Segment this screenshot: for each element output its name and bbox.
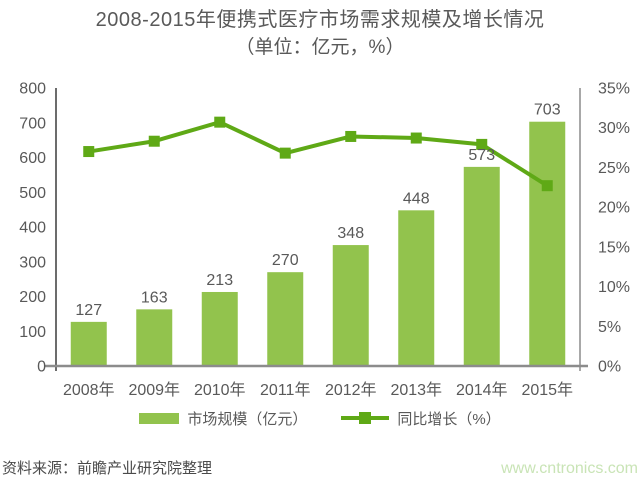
y-tick-label-left: 700 xyxy=(19,115,46,132)
bar-value-label: 573 xyxy=(468,147,495,164)
x-tick-label: 2012年 xyxy=(325,381,377,399)
y-tick-label-left: 100 xyxy=(19,324,46,341)
bar-2013年 xyxy=(398,210,435,366)
legend-label-market-size: 市场规模（亿元） xyxy=(187,410,308,428)
y-tick-label-right: 5% xyxy=(598,319,621,336)
chart-footer: 资料来源：前瞻产业研究院整理 www.cntronics.com xyxy=(0,457,640,478)
bar-2011年 xyxy=(267,272,304,366)
y-tick-label-right: 25% xyxy=(598,160,630,177)
line-marker-2015年 xyxy=(541,180,553,192)
bar-value-label: 703 xyxy=(534,102,561,119)
line-marker-2009年 xyxy=(148,135,160,147)
y-tick-label-right: 30% xyxy=(598,120,630,137)
bar-2010年 xyxy=(201,291,238,366)
y-tick-label-right: 10% xyxy=(598,279,630,296)
x-tick-label: 2009年 xyxy=(128,381,180,399)
legend-item-growth: 同比增长（%） xyxy=(341,408,501,429)
chart-title-subtitle: （单位：亿元，%） xyxy=(235,37,405,58)
bar-value-label: 127 xyxy=(75,302,102,319)
bar-2008年 xyxy=(70,321,107,366)
line-marker-2008年 xyxy=(83,146,95,158)
y-tick-label-left: 0 xyxy=(37,359,46,376)
bar-2015年 xyxy=(529,121,566,366)
bar-value-label: 270 xyxy=(272,252,299,269)
x-tick-label: 2014年 xyxy=(456,381,508,399)
line-swatch-marker xyxy=(359,412,372,424)
data-source-text: 资料来源：前瞻产业研究院整理 xyxy=(2,460,213,477)
bar-value-label: 163 xyxy=(141,289,168,306)
x-tick-label: 2013年 xyxy=(390,381,442,399)
line-marker-2012年 xyxy=(345,130,357,142)
bar-2014年 xyxy=(463,166,500,366)
website-link[interactable]: www.cntronics.com xyxy=(501,460,638,477)
line-marker-2010年 xyxy=(214,116,226,128)
y-tick-label-right: 0% xyxy=(598,359,621,376)
y-tick-label-left: 800 xyxy=(19,81,46,98)
bar-2009年 xyxy=(136,309,173,366)
legend-label-growth: 同比增长（%） xyxy=(397,410,501,428)
y-tick-label-left: 200 xyxy=(19,289,46,306)
chart-page: 2008-2015年便携式医疗市场需求规模及增长情况 （单位：亿元，%） 127… xyxy=(0,6,640,482)
line-series-swatch xyxy=(341,412,390,424)
legend-item-market-size: 市场规模（亿元） xyxy=(139,408,307,429)
x-tick-label: 2008年 xyxy=(63,381,115,399)
line-marker-2013年 xyxy=(410,132,422,144)
x-tick-label: 2015年 xyxy=(521,381,573,399)
line-marker-2014年 xyxy=(476,138,488,150)
y-tick-label-left: 300 xyxy=(19,254,46,271)
combo-chart: 127 163 213 270 348 448 573 703 0 100 200 300 400 500… xyxy=(19,81,630,400)
y-tick-label-right: 20% xyxy=(598,200,630,217)
line-marker-2011年 xyxy=(279,147,291,159)
chart-legend: 市场规模（亿元） 同比增长（%） xyxy=(0,406,640,430)
y-tick-label-left: 400 xyxy=(19,220,46,237)
chart-title: 2008-2015年便携式医疗市场需求规模及增长情况 （单位：亿元，%） xyxy=(0,6,640,62)
y-tick-label-right: 35% xyxy=(598,81,630,98)
growth-line-series xyxy=(88,120,549,188)
y-tick-label-right: 15% xyxy=(598,239,630,256)
bar-series-swatch xyxy=(139,412,180,424)
x-tick-label: 2010年 xyxy=(194,381,246,399)
bar-2012年 xyxy=(332,245,369,366)
x-tick-label: 2011年 xyxy=(260,381,310,399)
y-tick-label-left: 500 xyxy=(19,185,46,202)
bar-value-label: 213 xyxy=(206,272,233,289)
bar-value-label: 448 xyxy=(403,190,430,207)
y-tick-label-left: 600 xyxy=(19,150,46,167)
bar-value-label: 348 xyxy=(337,225,364,242)
chart-title-line1: 2008-2015年便携式医疗市场需求规模及增长情况 xyxy=(95,9,545,31)
